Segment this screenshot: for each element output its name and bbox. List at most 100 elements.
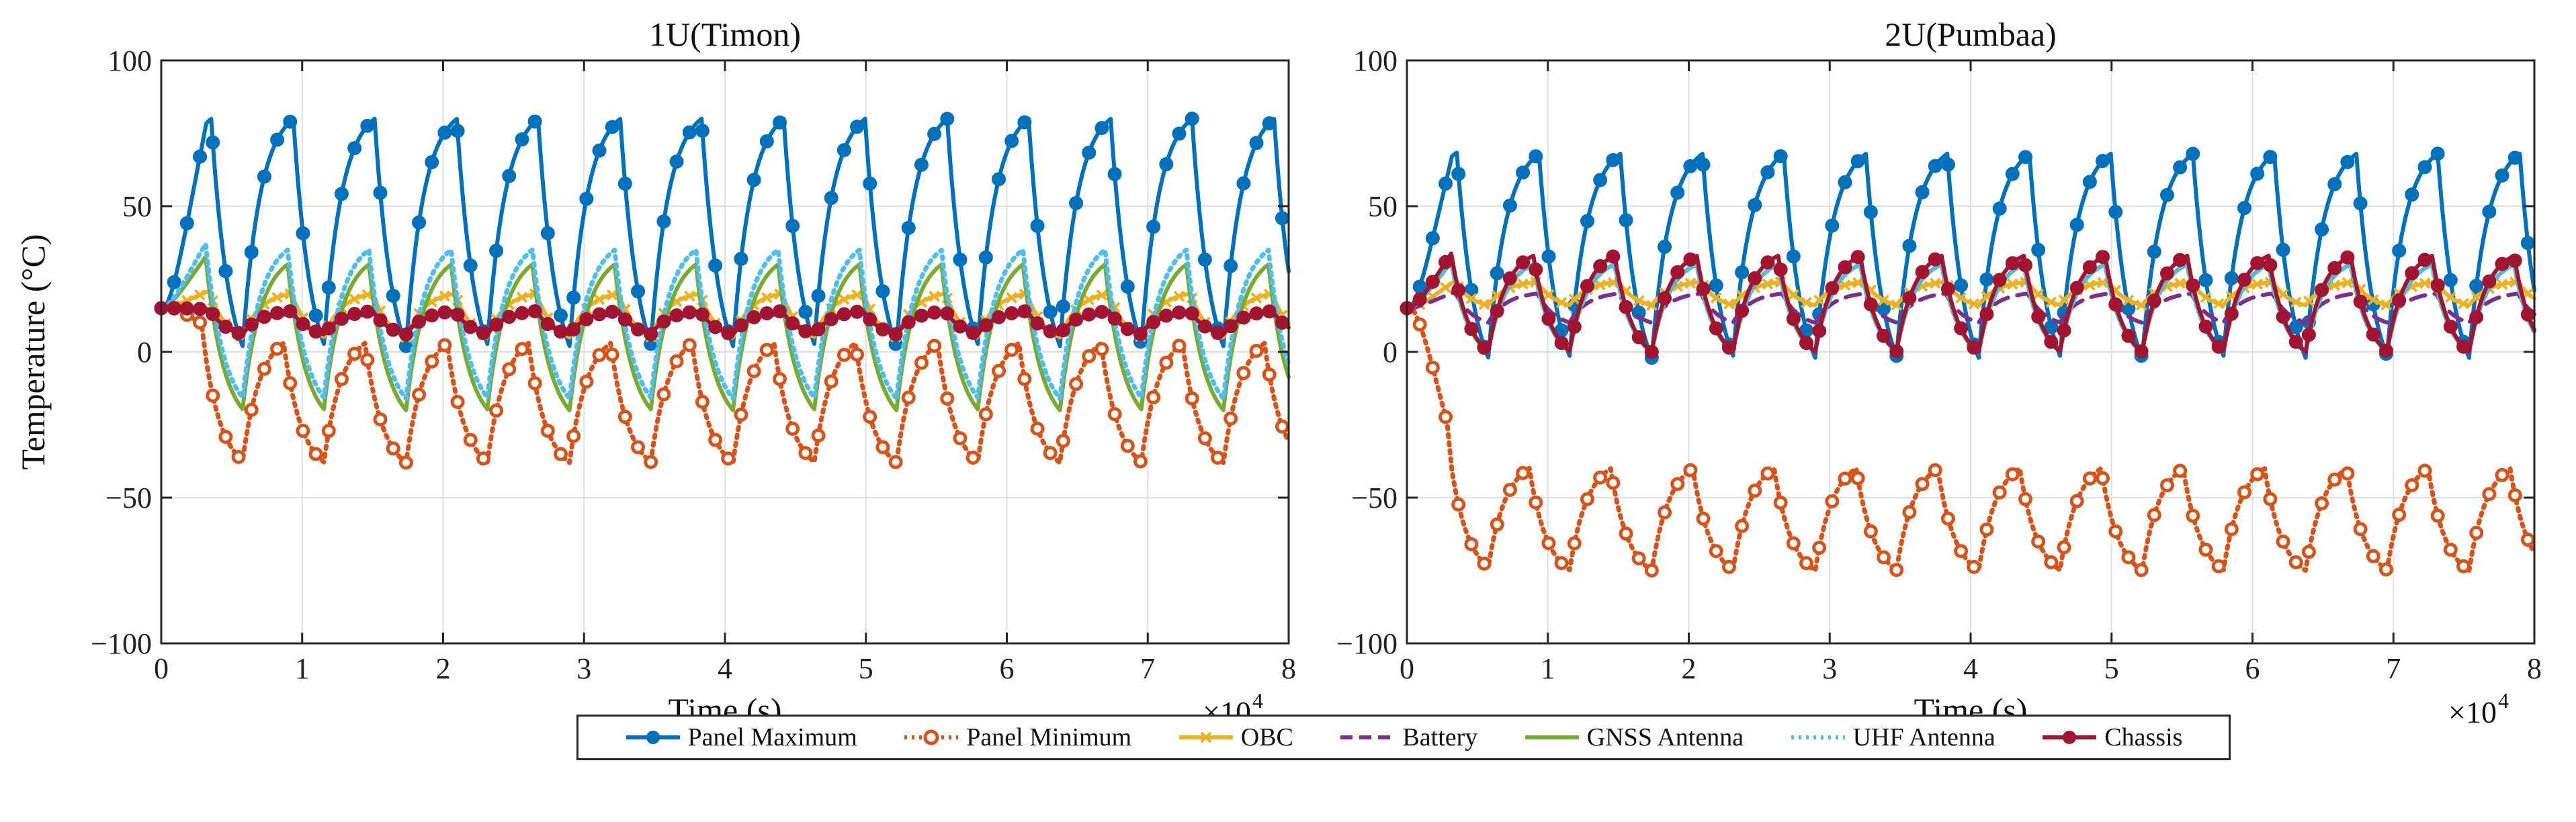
data-marker (2520, 236, 2535, 250)
data-marker (863, 312, 877, 327)
data-marker (1172, 305, 1187, 320)
data-marker (617, 312, 632, 327)
data-marker (2340, 466, 2355, 481)
data-marker (953, 253, 968, 267)
data-marker (2276, 310, 2290, 324)
data-marker (283, 376, 298, 391)
data-marker (1004, 342, 1019, 357)
data-marker (721, 451, 736, 466)
data-marker (2096, 471, 2110, 486)
data-marker (1670, 185, 1685, 200)
data-marker (579, 374, 594, 389)
data-marker (257, 169, 271, 184)
data-marker (1633, 295, 1645, 307)
data-marker (1967, 559, 1981, 574)
data-marker (1211, 450, 1226, 465)
data-marker (244, 244, 259, 259)
data-marker (1631, 330, 1646, 345)
data-marker (540, 423, 555, 438)
data-marker (1955, 292, 1967, 304)
data-marker (437, 338, 452, 353)
data-marker (914, 355, 929, 370)
data-marker (1223, 411, 1238, 426)
data-marker (270, 132, 285, 147)
data-marker (1580, 214, 1594, 228)
data-marker (2224, 522, 2239, 537)
data-marker (193, 315, 208, 330)
legend-item-panel-minimum: Panel Minimum (903, 723, 1131, 752)
data-marker (270, 306, 285, 320)
data-marker (798, 305, 813, 320)
data-marker (2108, 524, 2123, 539)
data-marker (811, 428, 826, 443)
legend-swatch (626, 731, 680, 744)
data-marker (1606, 152, 1621, 167)
chart-title: 1U(Timon) (649, 15, 801, 53)
data-marker (566, 428, 581, 443)
data-marker (1735, 304, 1750, 318)
data-marker (1683, 252, 1698, 267)
data-marker (1249, 306, 1264, 321)
data-marker (2495, 168, 2509, 183)
data-marker (2044, 555, 2059, 569)
data-marker (1043, 324, 1058, 338)
data-marker (978, 407, 993, 422)
data-marker (347, 347, 362, 361)
data-marker (283, 114, 298, 129)
x-tick-label: 0 (154, 652, 169, 685)
data-marker (1568, 293, 1580, 306)
data-marker (1593, 173, 1608, 187)
data-marker (1567, 536, 1582, 551)
legend-item-panel-maximum: Panel Maximum (625, 723, 857, 752)
data-marker (450, 124, 465, 138)
data-marker (2469, 279, 2484, 293)
data-marker (1696, 281, 1711, 296)
data-marker (2096, 154, 2110, 169)
data-marker (1928, 252, 1942, 267)
data-marker (761, 291, 773, 304)
data-marker (2237, 201, 2252, 216)
data-marker (218, 429, 233, 444)
data-marker (1056, 299, 1070, 314)
data-marker (1670, 477, 1685, 492)
data-marker (1877, 550, 1891, 565)
data-marker (1992, 485, 2007, 500)
data-marker (1735, 265, 1750, 279)
legend-label: UHF Antenna (1852, 723, 1995, 751)
data-marker (2200, 291, 2212, 304)
data-marker (1159, 308, 1174, 323)
x-tick-label: 2 (1682, 652, 1697, 685)
data-marker (206, 135, 220, 150)
data-marker (553, 447, 568, 461)
data-marker (2031, 242, 2046, 257)
series-line-battery (1405, 291, 2536, 325)
data-marker (2495, 467, 2509, 482)
data-marker (527, 376, 542, 391)
data-marker (2366, 327, 2380, 342)
data-marker (2507, 150, 2522, 165)
data-marker (2018, 492, 2033, 506)
data-marker (875, 440, 890, 455)
x-tick-label: 5 (2104, 652, 2119, 685)
data-marker (644, 455, 658, 469)
data-marker (1120, 322, 1135, 336)
data-marker (1658, 505, 1672, 520)
data-marker (1594, 279, 1606, 291)
data-marker (978, 318, 993, 332)
data-marker (1159, 157, 1174, 172)
data-marker (2045, 296, 2057, 308)
data-marker (824, 191, 839, 205)
data-marker (1786, 249, 1801, 264)
data-marker (914, 157, 929, 172)
data-marker (901, 315, 916, 330)
data-marker (1863, 524, 1878, 539)
y-tick-label: −100 (91, 627, 152, 660)
data-marker (2186, 146, 2200, 161)
data-marker (271, 291, 284, 304)
data-marker (1172, 126, 1187, 141)
data-marker (836, 347, 851, 362)
data-marker (1787, 289, 1799, 301)
legend-label: GNSS Antenna (1586, 723, 1744, 751)
data-marker (593, 293, 605, 306)
data-marker (605, 304, 619, 319)
